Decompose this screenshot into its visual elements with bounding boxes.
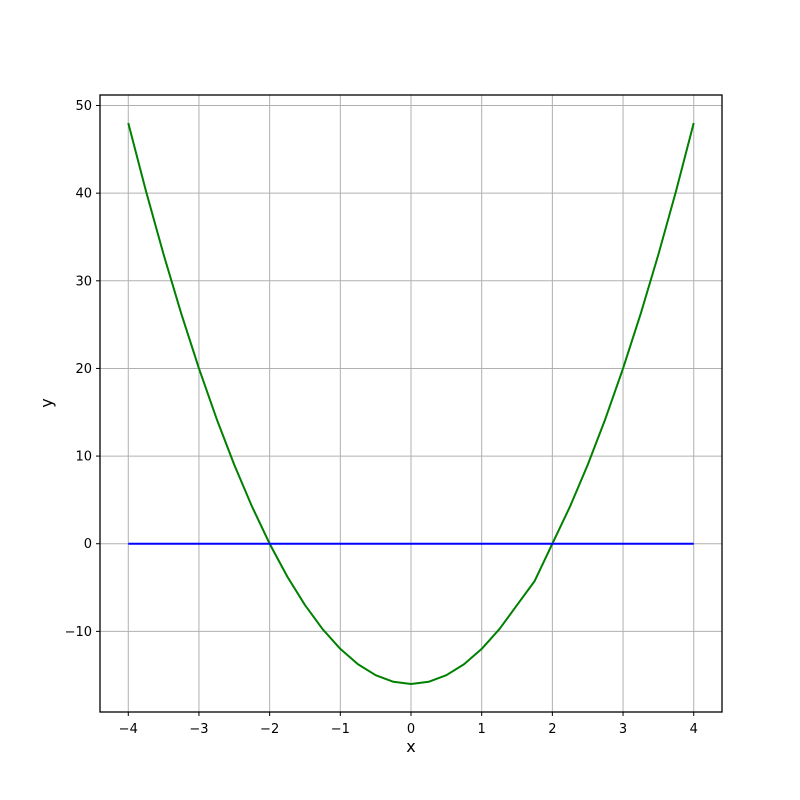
series-parabola: [127, 122, 695, 685]
y-tick-label: 20: [75, 362, 92, 377]
x-axis-label: x: [406, 737, 416, 756]
y-tick-label: −10: [65, 625, 92, 640]
x-tick-label: 4: [690, 722, 698, 737]
x-tick-label: 1: [478, 722, 486, 737]
y-tick-label: 0: [84, 537, 92, 552]
x-tick-label: −3: [189, 722, 208, 737]
y-tick-label: 30: [75, 274, 92, 289]
x-tick-label: −1: [331, 722, 350, 737]
y-tick-label: 10: [75, 450, 92, 465]
y-tick-label: 40: [75, 187, 92, 202]
y-tick-label: 50: [75, 99, 92, 114]
x-tick-label: −2: [260, 722, 279, 737]
x-tick-label: 0: [407, 722, 415, 737]
x-tick-label: 2: [548, 722, 556, 737]
x-tick-label: 3: [619, 722, 627, 737]
x-tick-label: −4: [119, 722, 138, 737]
y-axis-label: y: [37, 398, 56, 408]
